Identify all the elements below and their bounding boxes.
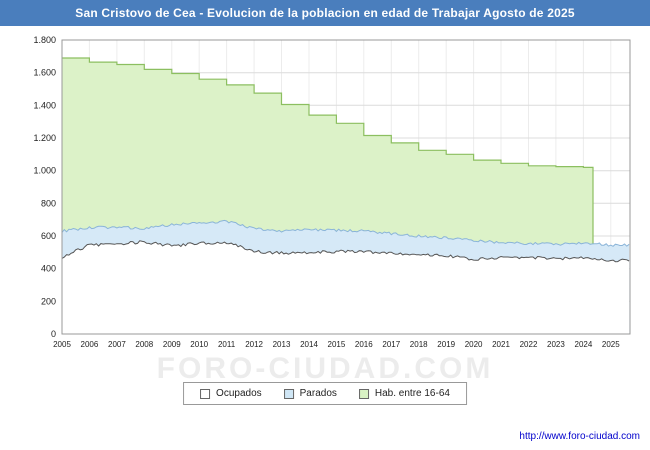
- svg-text:1.600: 1.600: [33, 68, 56, 78]
- svg-text:1.400: 1.400: [33, 100, 56, 110]
- legend-label-hab-16-64: Hab. entre 16-64: [374, 388, 450, 399]
- svg-text:2023: 2023: [547, 340, 565, 349]
- svg-text:2014: 2014: [300, 340, 318, 349]
- svg-text:600: 600: [41, 231, 56, 241]
- svg-text:1.000: 1.000: [33, 166, 56, 176]
- legend-item-hab-16-64: Hab. entre 16-64: [358, 388, 450, 399]
- svg-text:2007: 2007: [108, 340, 126, 349]
- svg-text:2016: 2016: [355, 340, 373, 349]
- svg-text:2018: 2018: [410, 340, 428, 349]
- svg-text:0: 0: [51, 329, 56, 339]
- svg-text:1.800: 1.800: [33, 35, 56, 45]
- legend-swatch-parados: [283, 388, 294, 399]
- svg-text:2021: 2021: [492, 340, 510, 349]
- legend-swatch-ocupados: [200, 388, 211, 399]
- svg-text:2010: 2010: [190, 340, 208, 349]
- svg-text:2025: 2025: [602, 340, 620, 349]
- legend-label-ocupados: Ocupados: [216, 388, 262, 399]
- legend-swatch-hab-16-64: [358, 388, 369, 399]
- svg-text:2024: 2024: [575, 340, 593, 349]
- svg-text:200: 200: [41, 296, 56, 306]
- svg-text:2006: 2006: [81, 340, 99, 349]
- svg-text:2011: 2011: [218, 340, 236, 349]
- svg-text:400: 400: [41, 264, 56, 274]
- foro-ciudad-link[interactable]: http://www.foro-ciudad.com: [519, 431, 640, 442]
- chart-title: San Cristovo de Cea - Evolucion de la po…: [0, 0, 650, 26]
- population-chart: 0 200 400 600 800 1.000 1.200 1.400 1.600 1.800 20…: [33, 35, 631, 349]
- legend-item-ocupados: Ocupados: [200, 388, 262, 399]
- svg-text:2012: 2012: [245, 340, 263, 349]
- svg-text:2008: 2008: [135, 340, 153, 349]
- svg-text:2019: 2019: [437, 340, 455, 349]
- svg-text:2013: 2013: [273, 340, 291, 349]
- svg-text:2009: 2009: [163, 340, 181, 349]
- legend-item-parados: Parados: [283, 388, 337, 399]
- svg-text:2020: 2020: [465, 340, 483, 349]
- svg-text:2022: 2022: [520, 340, 538, 349]
- svg-text:2015: 2015: [328, 340, 346, 349]
- chart-legend: Ocupados Parados Hab. entre 16-64: [183, 382, 467, 405]
- svg-text:2005: 2005: [53, 340, 71, 349]
- svg-text:800: 800: [41, 198, 56, 208]
- svg-text:2017: 2017: [382, 340, 400, 349]
- svg-text:1.200: 1.200: [33, 133, 56, 143]
- legend-label-parados: Parados: [299, 388, 337, 399]
